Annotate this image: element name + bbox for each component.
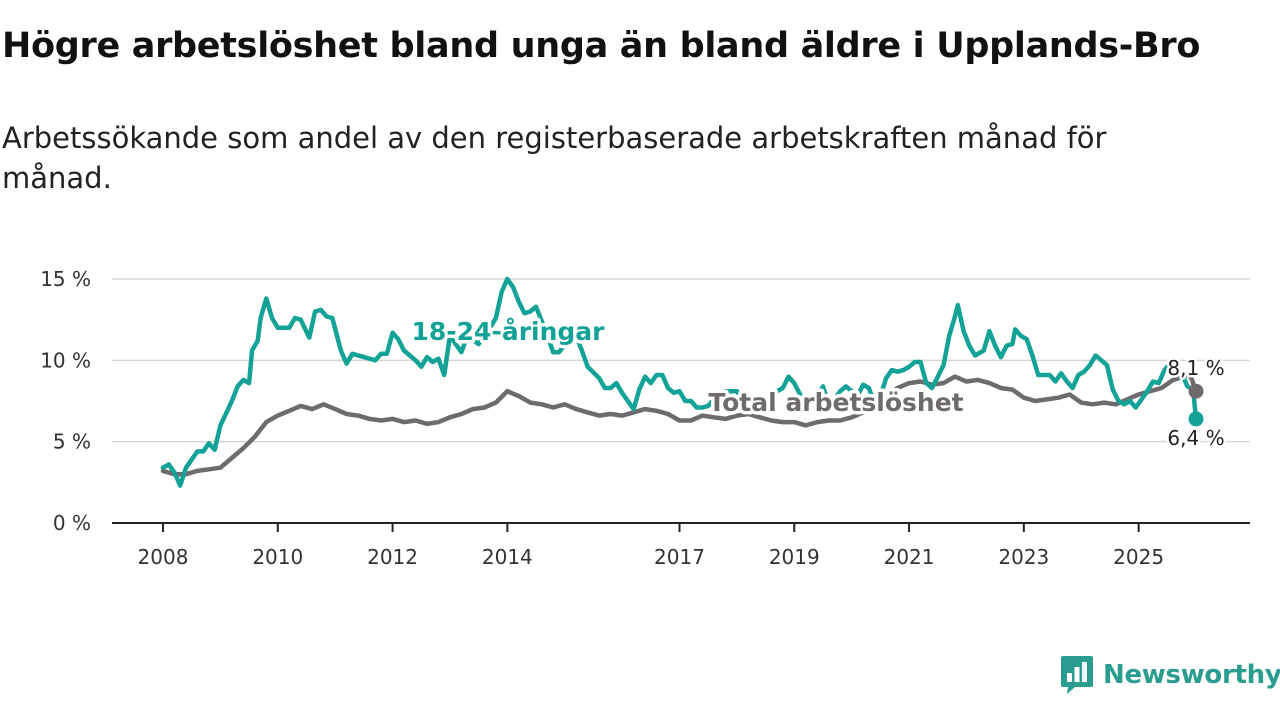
y-tick-label: 5 % bbox=[53, 430, 91, 454]
series-line-youth bbox=[160, 276, 1199, 488]
end-markers: 6,4 % 8,1 % bbox=[1165, 354, 1227, 453]
series-label-total: Total arbetslöshet bbox=[708, 388, 963, 417]
series-labels: 18-24-åringar Total arbetslöshet bbox=[408, 314, 967, 421]
x-tick-label: 2021 bbox=[884, 545, 935, 569]
y-tick-label: 15 % bbox=[40, 267, 91, 291]
x-tick-label: 2008 bbox=[138, 545, 189, 569]
end-label-total: 8,1 % bbox=[1167, 356, 1224, 380]
y-tick-label: 0 % bbox=[53, 511, 91, 535]
gridlines bbox=[112, 278, 1250, 443]
series-lines bbox=[160, 276, 1199, 488]
chart-title: Högre arbetslöshet bland unga än bland ä… bbox=[2, 26, 1201, 66]
end-marker-youth bbox=[1188, 411, 1204, 427]
series-line-total bbox=[160, 371, 1199, 477]
y-axis: 0 % 5 % 10 % 15 % bbox=[40, 267, 91, 535]
series-label-youth: 18-24-åringar bbox=[412, 317, 606, 346]
brand-logo: Newsworthy bbox=[1060, 655, 1280, 695]
chart-subtitle: Arbetssökande som andel av den registerb… bbox=[2, 121, 1107, 195]
x-tick-label: 2023 bbox=[998, 545, 1049, 569]
x-tick-label: 2017 bbox=[654, 545, 705, 569]
x-tick-label: 2025 bbox=[1113, 545, 1164, 569]
end-marker-total bbox=[1188, 383, 1204, 399]
brand-name: Newsworthy bbox=[1103, 660, 1280, 690]
x-tick-label: 2012 bbox=[367, 545, 418, 569]
x-tick-label: 2014 bbox=[482, 545, 533, 569]
newsworthy-logo-icon bbox=[1061, 656, 1093, 694]
y-tick-label: 10 % bbox=[40, 348, 91, 372]
x-tick-label: 2010 bbox=[252, 545, 303, 569]
end-label-youth: 6,4 % bbox=[1167, 426, 1224, 450]
x-axis: 2008 2010 2012 2014 2017 2019 2021 2023 2025 bbox=[112, 522, 1250, 569]
x-tick-label: 2019 bbox=[769, 545, 820, 569]
